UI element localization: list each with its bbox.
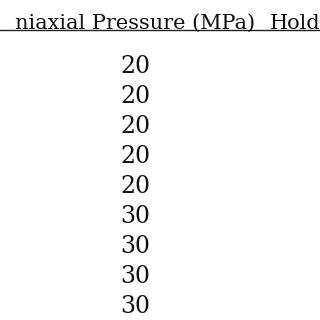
Text: 20: 20 (120, 145, 150, 168)
Text: 30: 30 (120, 295, 150, 318)
Text: 20: 20 (120, 85, 150, 108)
Text: 20: 20 (120, 175, 150, 198)
Text: 30: 30 (120, 265, 150, 288)
Text: 30: 30 (120, 205, 150, 228)
Text: Hold: Hold (270, 14, 320, 33)
Text: 30: 30 (120, 235, 150, 258)
Text: 20: 20 (120, 55, 150, 78)
Text: niaxial Pressure (MPa): niaxial Pressure (MPa) (15, 14, 255, 33)
Text: 20: 20 (120, 115, 150, 138)
